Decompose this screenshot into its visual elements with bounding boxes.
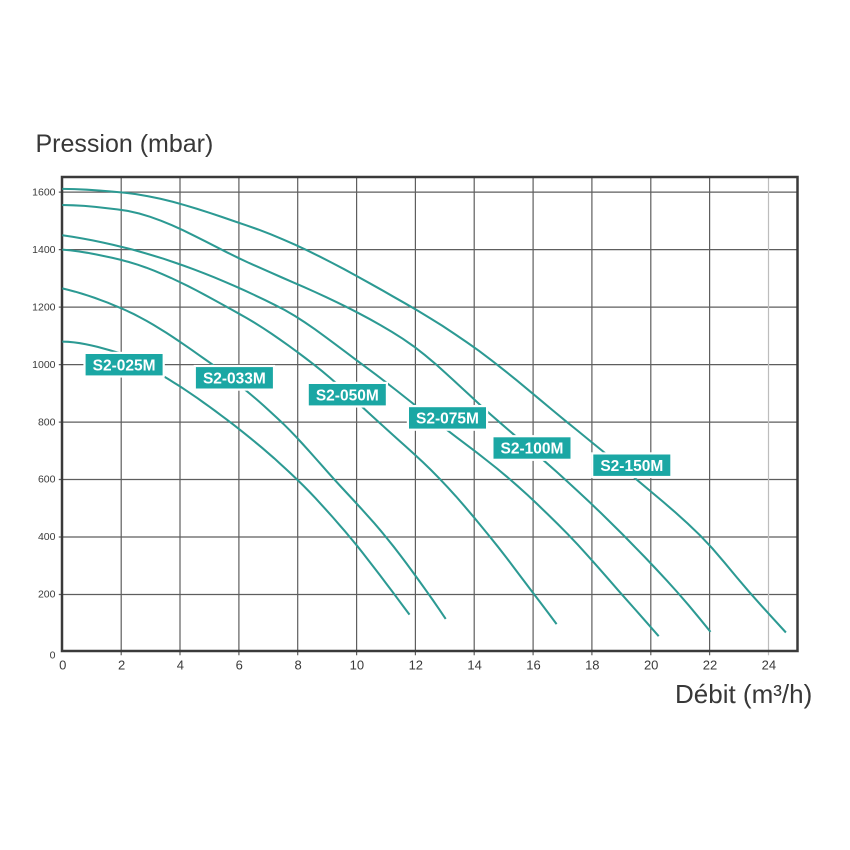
svg-text:18: 18 [585, 658, 599, 673]
svg-text:200: 200 [38, 589, 56, 601]
svg-text:S2-150M: S2-150M [600, 458, 663, 475]
svg-text:S2-100M: S2-100M [501, 441, 564, 458]
svg-text:10: 10 [350, 658, 364, 673]
svg-text:1400: 1400 [32, 244, 56, 256]
svg-text:20: 20 [644, 658, 658, 673]
svg-text:6: 6 [236, 658, 243, 673]
svg-text:12: 12 [409, 658, 423, 673]
svg-text:400: 400 [38, 531, 56, 543]
svg-text:16: 16 [526, 658, 540, 673]
svg-text:1200: 1200 [32, 301, 56, 313]
svg-text:8: 8 [294, 658, 301, 673]
svg-text:S2-050M: S2-050M [316, 387, 379, 404]
svg-text:24: 24 [762, 658, 776, 673]
svg-text:14: 14 [467, 658, 481, 673]
svg-text:2: 2 [118, 658, 125, 673]
svg-text:600: 600 [38, 474, 56, 486]
svg-text:S2-025M: S2-025M [93, 357, 156, 374]
svg-text:S2-033M: S2-033M [203, 370, 266, 387]
svg-text:22: 22 [703, 658, 717, 673]
svg-text:S2-075M: S2-075M [416, 411, 479, 428]
svg-text:0: 0 [50, 649, 56, 661]
svg-text:1600: 1600 [32, 186, 56, 198]
svg-text:4: 4 [177, 658, 184, 673]
svg-text:800: 800 [38, 416, 56, 428]
svg-text:0: 0 [59, 658, 66, 673]
svg-text:1000: 1000 [32, 359, 56, 371]
